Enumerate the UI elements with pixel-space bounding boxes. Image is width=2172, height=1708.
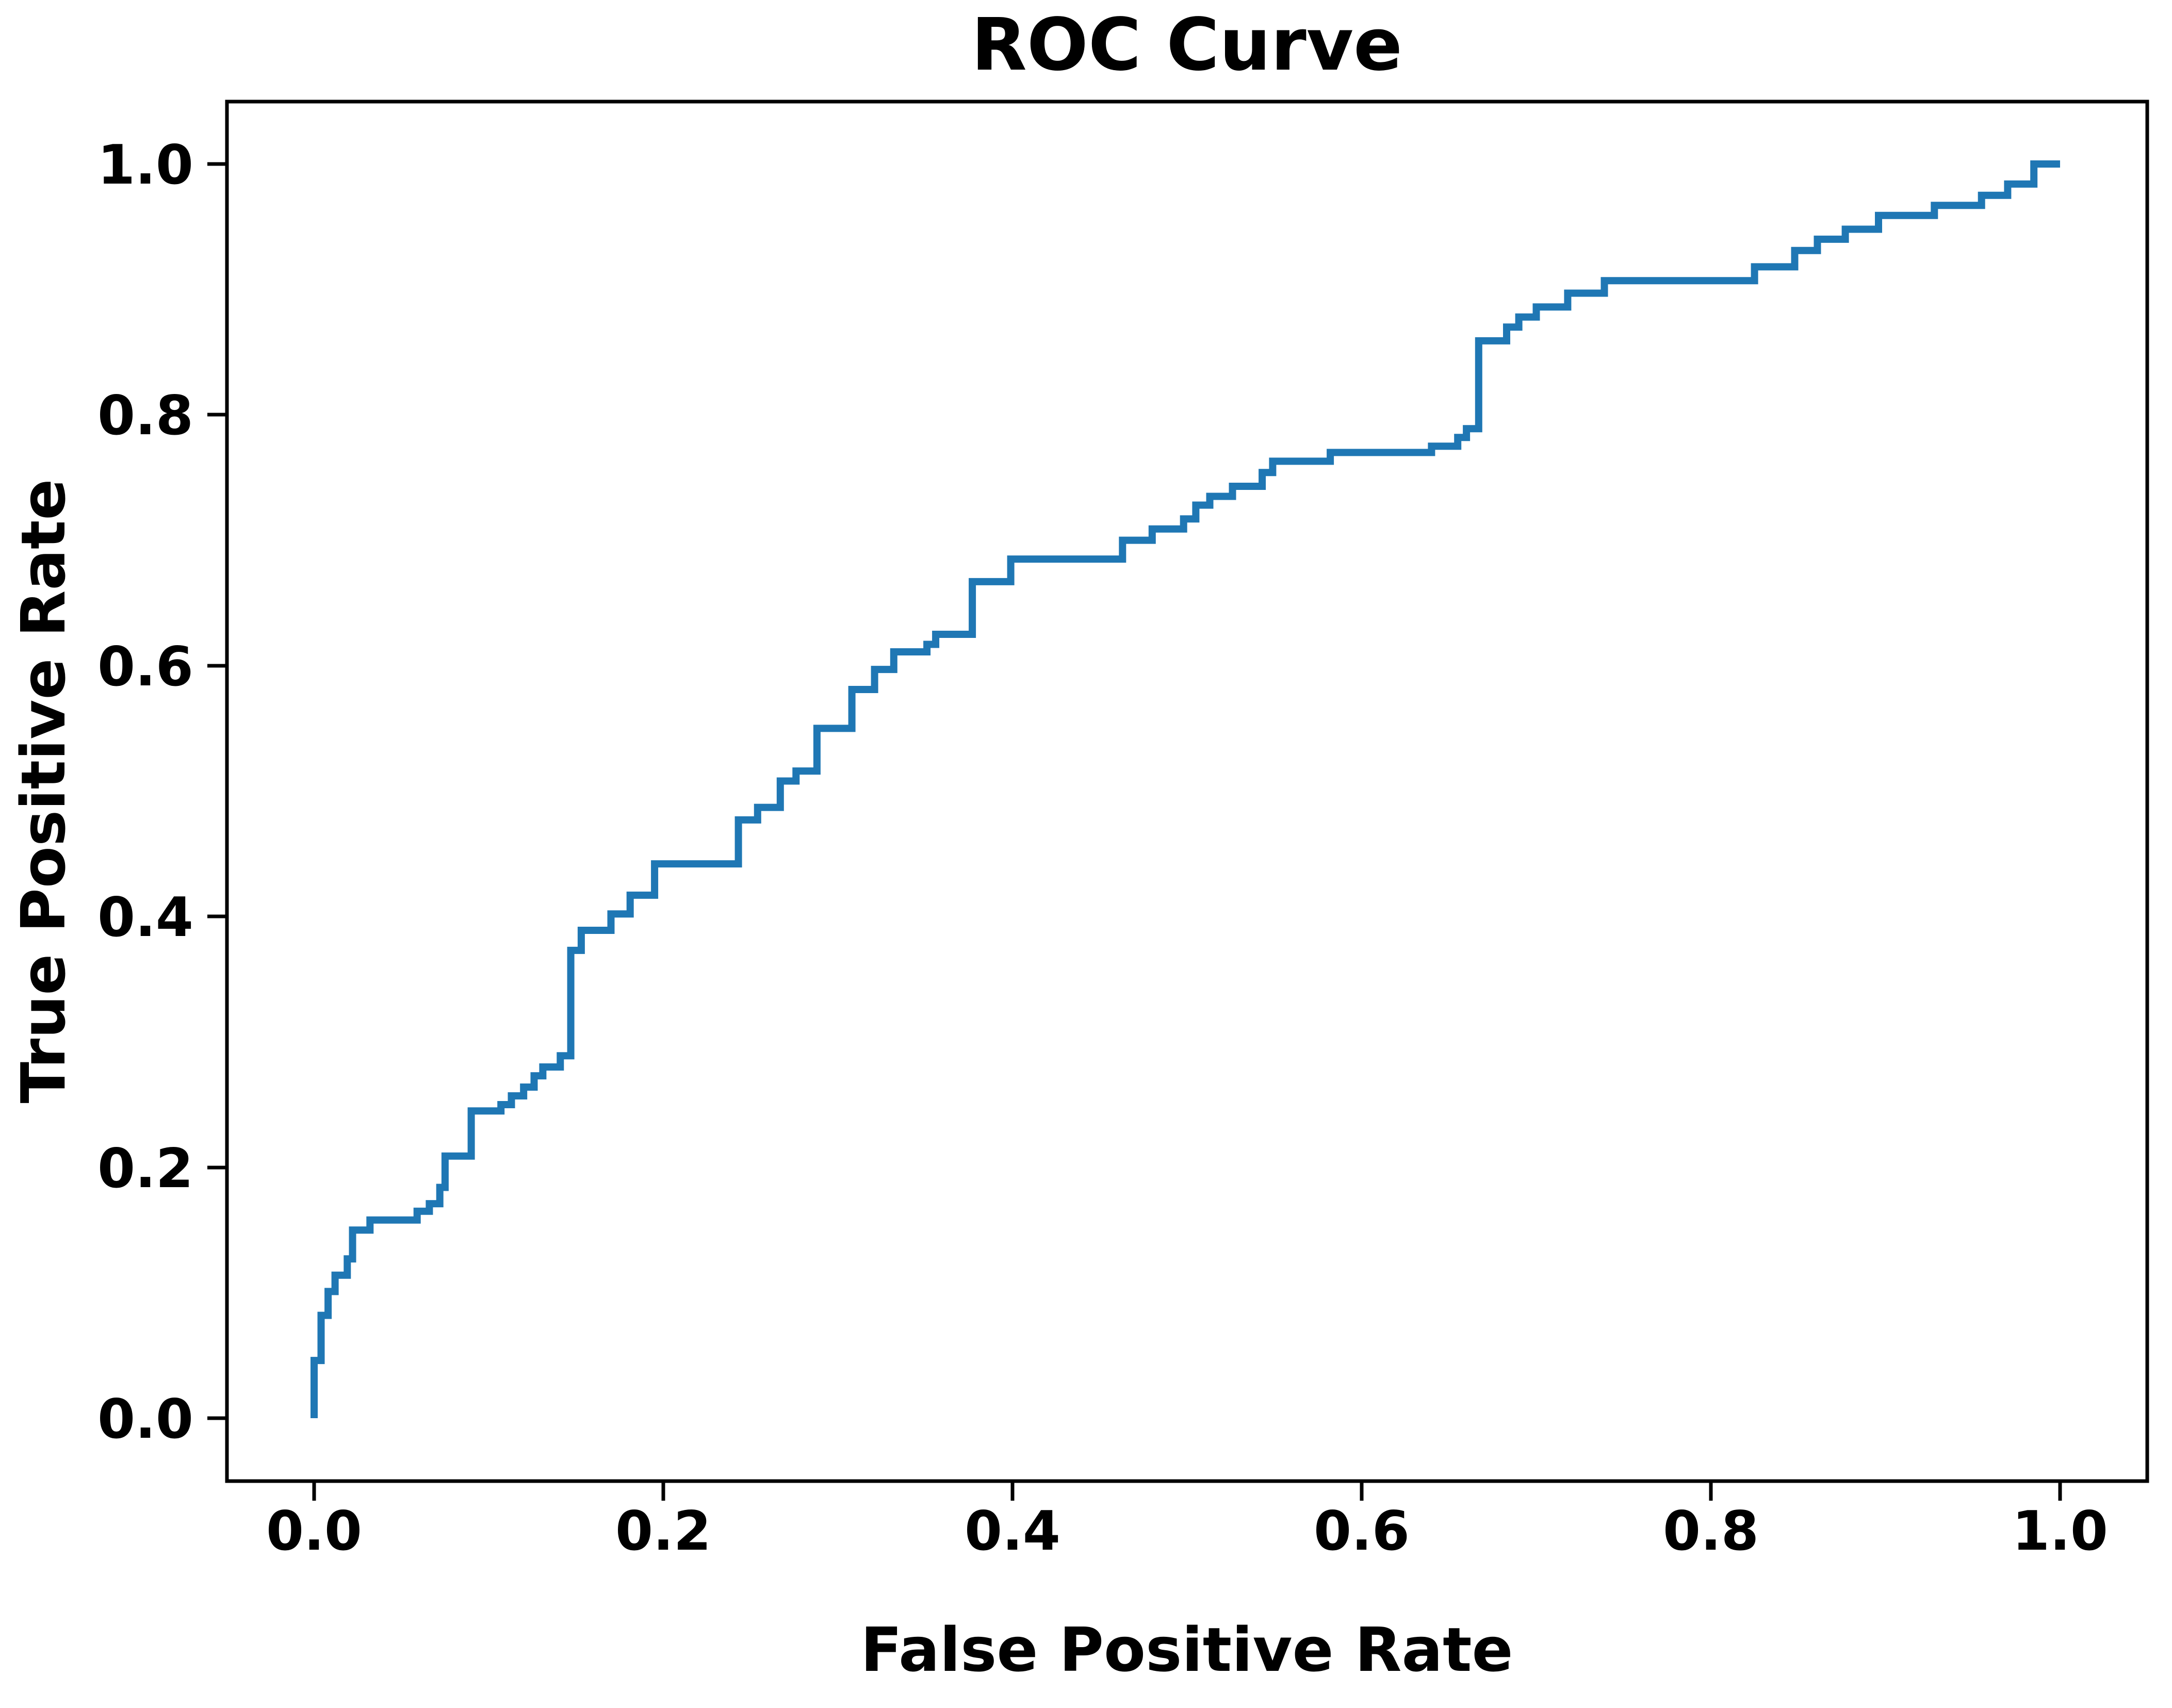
x-tick-label: 1.0 — [2012, 1500, 2108, 1563]
x-tick-label: 0.2 — [615, 1500, 711, 1563]
y-tick-label: 0.6 — [97, 635, 193, 698]
y-tick-label: 0.0 — [97, 1388, 193, 1451]
y-tick-label: 0.2 — [97, 1137, 193, 1200]
y-axis-ticks — [207, 162, 227, 1420]
y-tick-label: 0.4 — [97, 886, 193, 949]
chart-title: ROC Curve — [971, 3, 1402, 87]
y-tick-label: 0.8 — [97, 384, 193, 447]
x-tick-label: 0.0 — [266, 1500, 362, 1563]
x-axis-label: False Positive Rate — [860, 1614, 1513, 1685]
x-tick-label: 0.8 — [1663, 1500, 1759, 1563]
plot-area-spines — [225, 100, 2149, 1483]
y-axis-tick-labels: 1.0 0.8 0.6 0.4 0.2 0.0 — [97, 134, 193, 1451]
x-axis-tick-labels: 0.0 0.2 0.4 0.6 0.8 1.0 — [266, 1500, 2108, 1563]
x-axis-ticks — [312, 1481, 2062, 1501]
x-tick-label: 0.6 — [1314, 1500, 1410, 1563]
y-axis-label: True Positive Rate — [8, 479, 79, 1104]
x-tick-label: 0.4 — [965, 1500, 1060, 1563]
roc-curve-line — [311, 160, 2060, 1418]
y-tick-label: 1.0 — [97, 134, 193, 196]
